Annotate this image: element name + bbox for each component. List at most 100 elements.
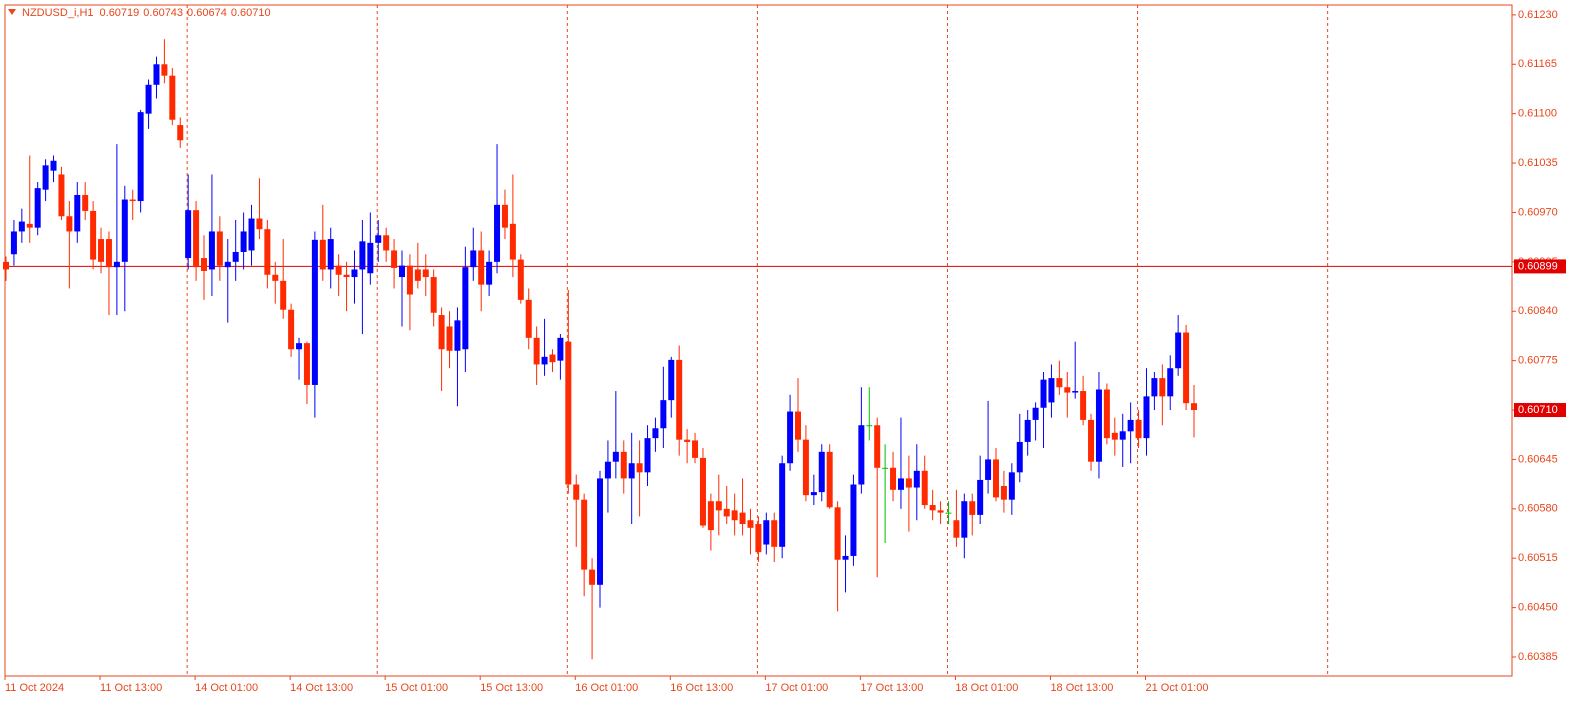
- candle-body: [343, 274, 350, 278]
- candle-body: [945, 512, 952, 514]
- candle-body: [264, 229, 271, 275]
- candle-body: [18, 221, 25, 232]
- candle-body: [612, 451, 619, 462]
- x-tick-label: 15 Oct 01:00: [385, 682, 448, 694]
- candle-body: [581, 499, 588, 570]
- candle-body: [296, 343, 303, 350]
- candle-body: [113, 261, 120, 268]
- last-price-label: 0.60710: [1518, 404, 1558, 416]
- candle-body: [866, 425, 873, 427]
- candle-body: [153, 64, 160, 85]
- candle-body: [525, 299, 532, 338]
- candle-body: [921, 470, 928, 506]
- x-tick-label: 14 Oct 01:00: [195, 682, 258, 694]
- candle-body: [232, 251, 239, 262]
- candle-body: [826, 451, 833, 508]
- candle-body: [66, 216, 73, 232]
- candle-body: [367, 242, 374, 274]
- candle-body: [121, 199, 128, 262]
- x-tick-label: 16 Oct 01:00: [575, 682, 638, 694]
- candle-body: [993, 459, 999, 498]
- candle-body: [660, 400, 667, 429]
- candle-body: [858, 425, 865, 485]
- candle-body: [771, 520, 778, 547]
- candle-body: [977, 479, 984, 515]
- candle-body: [604, 461, 611, 479]
- y-tick-label: 0.60645: [1518, 453, 1558, 465]
- last-price-box: [1514, 403, 1566, 418]
- candle-body: [1151, 378, 1158, 397]
- candle-body: [1008, 472, 1015, 500]
- candle-body: [1024, 419, 1031, 442]
- horizontal-line-label: 0.60899: [1518, 260, 1558, 272]
- candle-body: [795, 411, 801, 440]
- x-tick-label: 15 Oct 13:00: [480, 682, 543, 694]
- candle-body: [359, 241, 366, 270]
- candle-body: [644, 438, 651, 473]
- candle-body: [692, 440, 699, 458]
- candle-body: [589, 569, 596, 585]
- candle-body: [422, 269, 429, 278]
- candle-body: [517, 259, 524, 300]
- x-tick-label: 18 Oct 13:00: [1050, 682, 1113, 694]
- x-tick-label: 21 Oct 01:00: [1145, 682, 1208, 694]
- candle-body: [1191, 403, 1197, 411]
- candle-body: [1032, 407, 1039, 420]
- x-tick-label: 18 Oct 01:00: [955, 682, 1018, 694]
- candle-body: [834, 507, 841, 560]
- candle-body: [288, 309, 295, 350]
- y-tick-label: 0.60775: [1518, 355, 1558, 367]
- candle-body: [399, 265, 405, 278]
- candle-body: [454, 320, 461, 351]
- candle-body: [129, 199, 136, 202]
- candle-body: [1111, 432, 1118, 440]
- candle-body: [1056, 378, 1063, 388]
- candle-body: [897, 478, 904, 490]
- y-tick-label: 0.60450: [1518, 602, 1558, 614]
- candle-body: [10, 231, 17, 255]
- candle-body: [383, 235, 390, 251]
- candle-body: [501, 204, 508, 228]
- open: 0.60719: [100, 7, 140, 19]
- candle-body: [50, 160, 57, 171]
- candle-body: [731, 510, 738, 521]
- candle-body: [1000, 486, 1007, 500]
- candle-body: [1119, 431, 1126, 440]
- plot-frame: [4, 4, 1513, 677]
- candle-body: [810, 492, 817, 496]
- candle-body: [303, 343, 310, 385]
- menu-icon[interactable]: [8, 9, 16, 15]
- candle-body: [573, 484, 580, 500]
- y-tick-label: 0.61165: [1518, 58, 1557, 70]
- candle-body: [850, 484, 857, 556]
- x-tick-label: 17 Oct 01:00: [765, 682, 828, 694]
- candle-body: [1095, 389, 1102, 462]
- candle-body: [739, 512, 746, 525]
- candle-body: [105, 239, 112, 268]
- candle-body: [509, 223, 516, 260]
- candle-body: [874, 425, 881, 468]
- candle-body: [890, 467, 897, 490]
- candle-body: [430, 277, 437, 313]
- candle-body: [684, 439, 691, 442]
- candle-body: [929, 505, 936, 511]
- high: 0.60743: [143, 7, 183, 19]
- candle-body: [1127, 419, 1134, 432]
- candle-body: [462, 267, 469, 350]
- candle-body: [319, 239, 326, 270]
- y-tick-label: 0.61230: [1518, 9, 1558, 21]
- x-tick-label: 17 Oct 13:00: [860, 682, 923, 694]
- candle-body: [193, 210, 200, 268]
- candle-body: [905, 478, 912, 488]
- candle-body: [1048, 378, 1055, 403]
- chart-header: NZDUSD_i,H1 0.60719 0.60743 0.60674 0.60710: [22, 7, 271, 19]
- candle-body: [557, 337, 564, 361]
- close: 0.60710: [231, 7, 271, 19]
- candle-body: [668, 359, 675, 401]
- candle-body: [842, 555, 849, 560]
- candle-body: [216, 231, 223, 266]
- candle-body: [169, 75, 176, 120]
- candle-body: [137, 112, 144, 202]
- candle-body: [406, 265, 413, 295]
- candle-body: [1135, 419, 1142, 439]
